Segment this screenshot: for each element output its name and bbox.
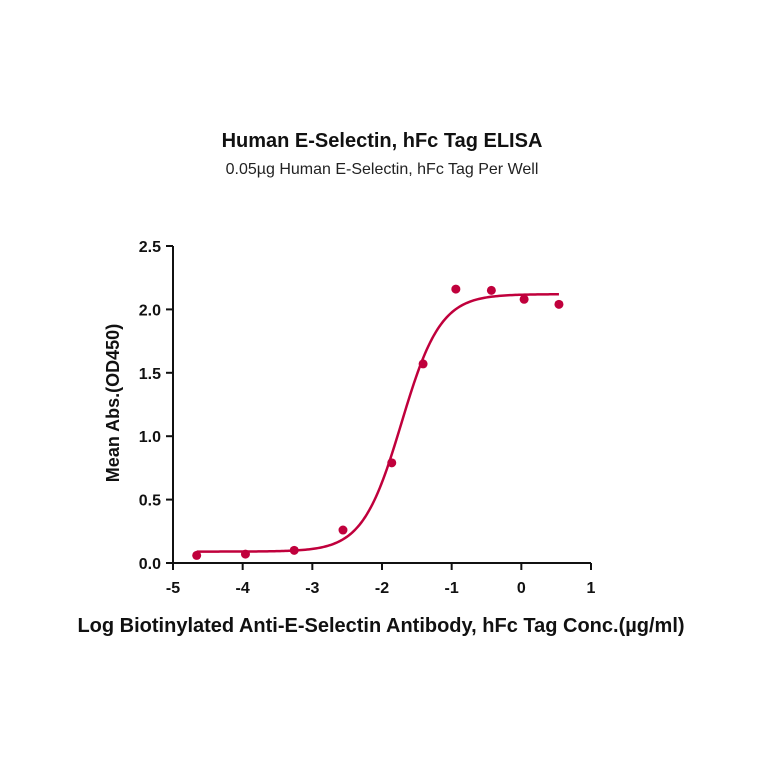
y-axis-title: Mean Abs.(OD450) [103, 324, 123, 482]
x-tick-label: 0 [517, 580, 526, 597]
x-tick-label: 1 [587, 580, 596, 597]
x-axis-title: Log Biotinylated Anti-E-Selectin Antibod… [77, 615, 684, 637]
data-point [387, 458, 397, 468]
fit-curve-group [196, 293, 559, 553]
data-point [486, 285, 496, 295]
data-point [418, 359, 428, 369]
y-tick-label: 2.5 [139, 239, 161, 256]
data-point [338, 525, 348, 535]
y-tick-label: 2.0 [139, 302, 161, 319]
data-point [554, 299, 564, 309]
y-tick-label: 1.0 [139, 429, 161, 446]
chart-title: Human E-Selectin, hFc Tag ELISA [221, 130, 543, 152]
data-point [192, 550, 202, 560]
axis-ticks: 0.0 0.5 1.0 1.5 2.0 2.5 -5 -4 -3 -2 -1 0 1 [139, 239, 596, 597]
data-points [192, 284, 564, 560]
fit-curve [196, 293, 559, 553]
x-tick-label: -5 [166, 580, 180, 597]
x-tick-label: -2 [375, 580, 389, 597]
chart-subtitle: 0.05µg Human E-Selectin, hFc Tag Per Wel… [225, 161, 539, 178]
data-point [519, 294, 529, 304]
data-point [240, 549, 250, 559]
x-tick-label: -4 [236, 580, 250, 597]
y-tick-label: 1.5 [139, 366, 161, 383]
y-tick-label: 0.5 [139, 493, 161, 510]
x-tick-label: -3 [305, 580, 319, 597]
data-point [289, 545, 299, 555]
y-tick-label: 0.0 [139, 556, 161, 573]
x-tick-label: -1 [445, 580, 459, 597]
data-point [451, 284, 461, 294]
